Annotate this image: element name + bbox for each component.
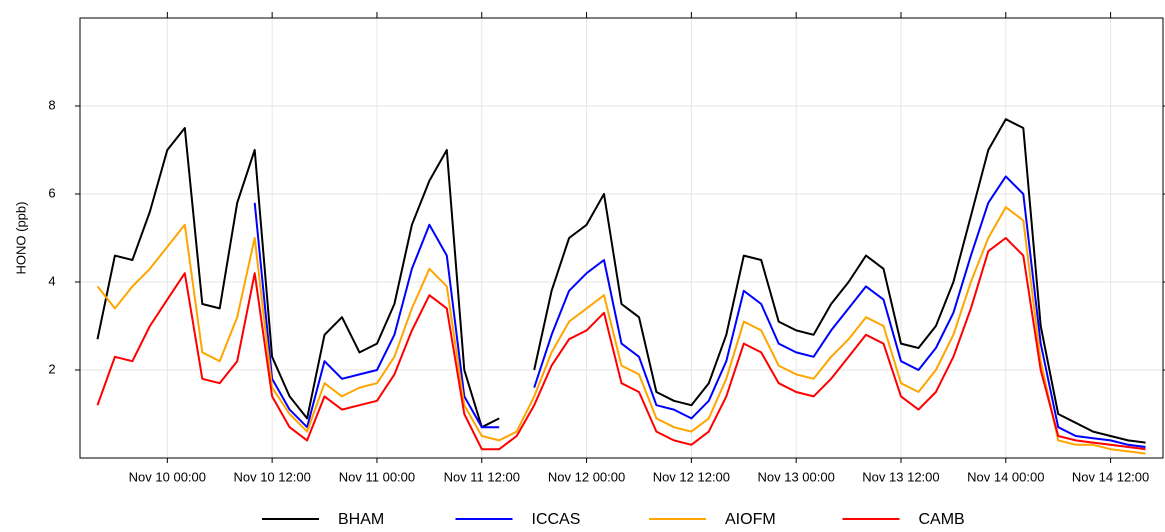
x-tick-label: Nov 13 12:00 (862, 469, 939, 484)
legend-label: AIOFM (725, 511, 776, 528)
series-line (96, 118, 1146, 444)
plot-frame (79, 17, 1164, 459)
series-line (253, 175, 1146, 448)
x-tick-label: Nov 10 00:00 (129, 469, 206, 484)
x-tick-label: Nov 14 12:00 (1072, 469, 1149, 484)
x-tick-label: Nov 14 00:00 (967, 469, 1044, 484)
y-tick-label: 8 (48, 97, 55, 112)
x-tick-label: Nov 10 12:00 (233, 469, 310, 484)
y-tick-label: 2 (48, 361, 55, 376)
y-tick-label: 6 (48, 185, 55, 200)
x-tick-label: Nov 11 12:00 (444, 469, 520, 484)
legend-label: BHAM (338, 511, 384, 528)
x-tick-label: Nov 13 00:00 (758, 469, 835, 484)
y-tick-label: 4 (48, 273, 55, 288)
legend-label: CAMB (919, 511, 965, 528)
series-line (96, 206, 1146, 455)
x-tick-label: Nov 12 12:00 (653, 469, 730, 484)
x-tick-label: Nov 12 00:00 (548, 469, 625, 484)
y-axis-label: HONO (ppb) (13, 202, 28, 275)
legend-label: ICCAS (532, 511, 581, 528)
series-line (96, 237, 1146, 451)
x-tick-label: Nov 11 00:00 (339, 469, 415, 484)
